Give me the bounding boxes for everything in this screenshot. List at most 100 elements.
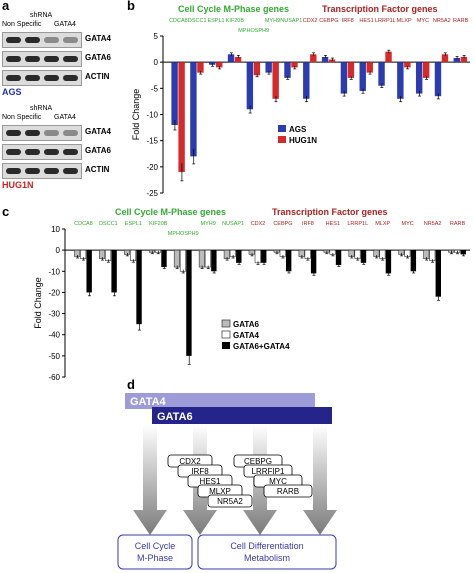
bar-gata6-gata4: [460, 250, 466, 255]
arrow-right-outer: [303, 425, 337, 535]
category-label: MYH9: [201, 221, 216, 227]
legend-swatch: [221, 330, 231, 339]
y-axis-label: Fold Change: [33, 277, 43, 329]
gene-label: CDX2: [179, 457, 201, 466]
blot-label-actin: ACTIN: [85, 72, 110, 81]
bar-ags: [378, 62, 385, 86]
panel-d-letter: d: [127, 377, 135, 392]
gene-label: MLXP: [209, 487, 231, 496]
bar-gata6: [198, 249, 205, 268]
category-label: DSCC1: [188, 18, 207, 24]
arrow-left-outer: [133, 425, 167, 535]
bar-gata4: [204, 249, 211, 268]
condition-nonspecific: Non Specific: [2, 21, 42, 28]
cell-line-ags: AGS: [2, 87, 22, 97]
blot-label-gata6: GATA6: [85, 146, 111, 155]
blot-lane: [44, 149, 59, 155]
bar-hug1n: [460, 56, 467, 63]
blot-lane: [44, 168, 59, 174]
y-tick-label: 0: [56, 246, 61, 255]
bar-hug1n: [422, 62, 430, 78]
gata6-bar: [152, 407, 332, 424]
y-axis-label: Fold Change: [131, 89, 141, 141]
blot-lane: [44, 75, 59, 81]
category-label: HES1: [326, 221, 340, 227]
legend-label: GATA6+GATA4: [233, 342, 290, 351]
legend-label: GATA6: [233, 320, 259, 329]
bar-hug1n: [272, 62, 279, 99]
bar-gata4: [179, 249, 186, 272]
blot-lane: [63, 149, 78, 155]
bar-ags: [415, 62, 423, 94]
blot-band-actin: [2, 163, 82, 179]
group-label: Cell Cycle M-Phase genes: [115, 207, 226, 217]
bar-hug1n: [347, 62, 355, 78]
category-label: IRF8: [302, 221, 314, 227]
bar-ags: [453, 57, 460, 63]
cell-cycle-line1: Cell Cycle: [135, 541, 176, 551]
blot-lane: [6, 168, 21, 174]
bar-gata4: [254, 249, 261, 264]
bar-ags: [227, 54, 235, 63]
shrna-label: shRNA: [30, 105, 53, 112]
bar-gata6-gata4: [435, 250, 441, 297]
condition-gata4: GATA4: [54, 21, 76, 28]
y-tick-label: -20: [48, 288, 60, 297]
category-label: RARB: [453, 18, 469, 24]
blot-lane: [44, 56, 59, 62]
bar-hug1n: [310, 54, 317, 63]
bar-hug1n: [178, 62, 185, 173]
category-label: NUSAP1: [280, 18, 302, 24]
y-tick-label: -5: [151, 84, 159, 93]
panel-c-letter: c: [2, 204, 10, 219]
gene-box: [207, 494, 253, 508]
gata4-label: GATA4: [130, 396, 167, 408]
legend-label: GATA4: [233, 331, 259, 340]
category-label: MPHOSPH9: [168, 231, 199, 237]
blot-lane: [25, 168, 40, 174]
differentiation-box: [197, 534, 337, 570]
category-label: IRF8: [342, 18, 354, 24]
y-tick-label: -60: [48, 373, 60, 382]
category-label: NR5A2: [433, 18, 451, 24]
chart-c: 10 0 -10 -20 -30 -40 -50 -60 Fold Change Cell Cyc…: [33, 207, 470, 382]
blot-group-ags: shRNA Non Specific GATA4 GATA4 GATA6 ACTIN AGS: [0, 6, 124, 97]
category-label: CDX2: [303, 18, 318, 24]
blot-lane: [63, 56, 78, 62]
gene-label: CEBPG: [244, 457, 272, 466]
blot-band-gata6: [2, 144, 82, 160]
shrna-label: shRNA: [30, 12, 53, 19]
bar-gata6-gata4: [136, 250, 142, 325]
category-label: ESPL1: [207, 18, 224, 24]
bar-ags: [171, 62, 178, 125]
category-label: CDX2: [251, 221, 266, 227]
bar-ags: [265, 62, 272, 73]
bar-gata6-gata4: [186, 250, 192, 356]
blot-lane: [25, 75, 40, 81]
bar-hug1n: [404, 62, 411, 68]
blot-lane: [6, 75, 21, 81]
blot-band-actin: [2, 70, 82, 86]
category-label: NUSAP1: [222, 221, 244, 227]
condition-nonspecific: Non Specific: [2, 114, 42, 121]
legend-swatch: [222, 342, 230, 349]
bar-ags: [303, 62, 310, 99]
blot-label-gata4: GATA4: [85, 34, 111, 43]
bar-hug1n: [253, 62, 261, 76]
category-label: NR5A2: [424, 221, 442, 227]
bar-ags: [246, 62, 254, 110]
bar-gata6-gata4: [161, 250, 167, 268]
bar-ags: [434, 62, 442, 97]
category-label: MLXP: [375, 221, 390, 227]
y-tick-label: -10: [146, 111, 158, 120]
blot-lane: [44, 130, 59, 136]
gene-label: RARB: [277, 487, 299, 496]
bar-gata6-gata4: [310, 250, 317, 274]
bar-gata4: [429, 249, 436, 262]
category-label: KIF20B: [226, 18, 245, 24]
category-label: HES1: [359, 18, 373, 24]
blot-lane: [63, 168, 78, 174]
panel-a-letter: a: [2, 0, 10, 13]
blot-label-actin: ACTIN: [85, 165, 110, 174]
differentiation-line2: Metabolism: [244, 553, 290, 563]
